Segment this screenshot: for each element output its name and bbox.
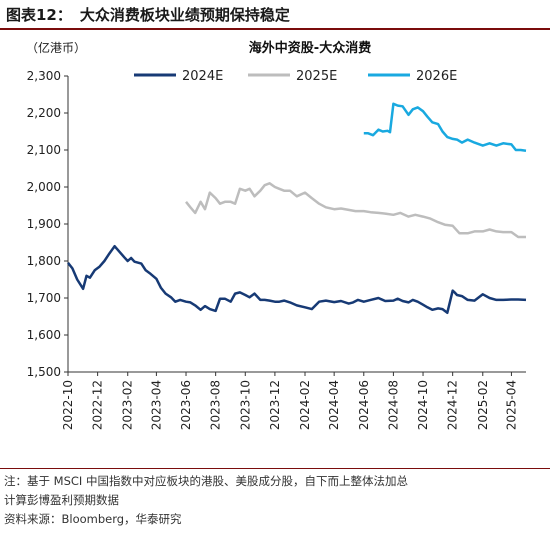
x-tick-label: 2024-02: [298, 380, 312, 430]
y-axis-unit-label: （亿港币）: [26, 40, 86, 55]
title-divider: [0, 28, 550, 30]
chart-notes: 注：基于 MSCI 中国指数中对应板块的港股、美股成分股，自下而上整体法加总 计…: [4, 472, 546, 529]
chart-axes: 1,500 1,600 1,700 1,800 1,900 2,000 2,100 2,200…: [27, 69, 526, 430]
legend-label-2026E: 2026E: [416, 69, 457, 84]
chart-title: 海外中资股-大众消费: [249, 40, 371, 56]
y-tick-label: 1,900: [27, 217, 61, 231]
x-tick-label: 2024-06: [357, 380, 371, 430]
x-tick-label: 2025-02: [476, 380, 490, 430]
x-tick-label: 2024-12: [446, 380, 460, 430]
figure-label: 图表12：: [6, 6, 72, 24]
line-chart: （亿港币） 海外中资股-大众消费 2024E 2025E 2026E 1,5001,…: [26, 40, 527, 430]
series-line-2026E: [363, 102, 527, 152]
x-tick-label: 2022-12: [91, 380, 105, 430]
note-line-1: 注：基于 MSCI 中国指数中对应板块的港股、美股成分股，自下而上整体法加总: [4, 474, 408, 488]
y-tick-label: 1,800: [27, 254, 61, 268]
x-tick-label: 2023-04: [149, 380, 163, 430]
chart-legend: 2024E 2025E 2026E: [134, 69, 457, 84]
figure-title: 图表12： 大众消费板块业绩预期保持稳定: [6, 4, 290, 26]
x-tick-label: 2024-10: [416, 380, 430, 430]
y-tick-label: 1,700: [27, 291, 61, 305]
y-tick-label: 2,300: [27, 69, 61, 83]
chart-series: [67, 102, 527, 315]
x-tick-label: 2023-02: [121, 380, 135, 430]
figure-caption: 大众消费板块业绩预期保持稳定: [79, 6, 290, 24]
x-tick-label: 2023-10: [238, 380, 252, 430]
notes-divider: [0, 468, 550, 469]
x-tick-label: 2022-10: [61, 380, 75, 430]
note-line-2: 计算彭博盈利预期数据: [4, 493, 119, 507]
y-tick-label: 1,500: [27, 365, 61, 379]
series-line-2025E: [185, 182, 526, 239]
legend-label-2025E: 2025E: [296, 69, 337, 84]
y-tick-label: 1,600: [27, 328, 61, 342]
y-tick-label: 2,100: [27, 143, 61, 157]
y-tick-label: 2,200: [27, 106, 61, 120]
x-tick-label: 2023-12: [268, 380, 282, 430]
x-tick-label: 2024-08: [386, 380, 400, 430]
x-tick-label: 2025-04: [504, 380, 518, 430]
x-tick-label: 2023-06: [179, 380, 193, 430]
y-tick-label: 2,000: [27, 180, 61, 194]
source-note: 资料来源：Bloomberg，华泰研究: [4, 512, 182, 526]
x-tick-label: 2023-08: [209, 380, 223, 430]
x-tick-label: 2024-04: [327, 380, 341, 430]
series-line-2024E: [67, 244, 527, 315]
legend-label-2024E: 2024E: [182, 69, 223, 84]
